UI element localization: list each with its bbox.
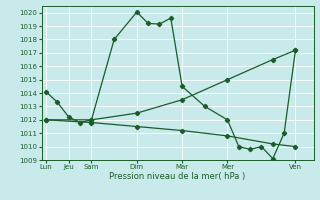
- X-axis label: Pression niveau de la mer( hPa ): Pression niveau de la mer( hPa ): [109, 172, 246, 181]
